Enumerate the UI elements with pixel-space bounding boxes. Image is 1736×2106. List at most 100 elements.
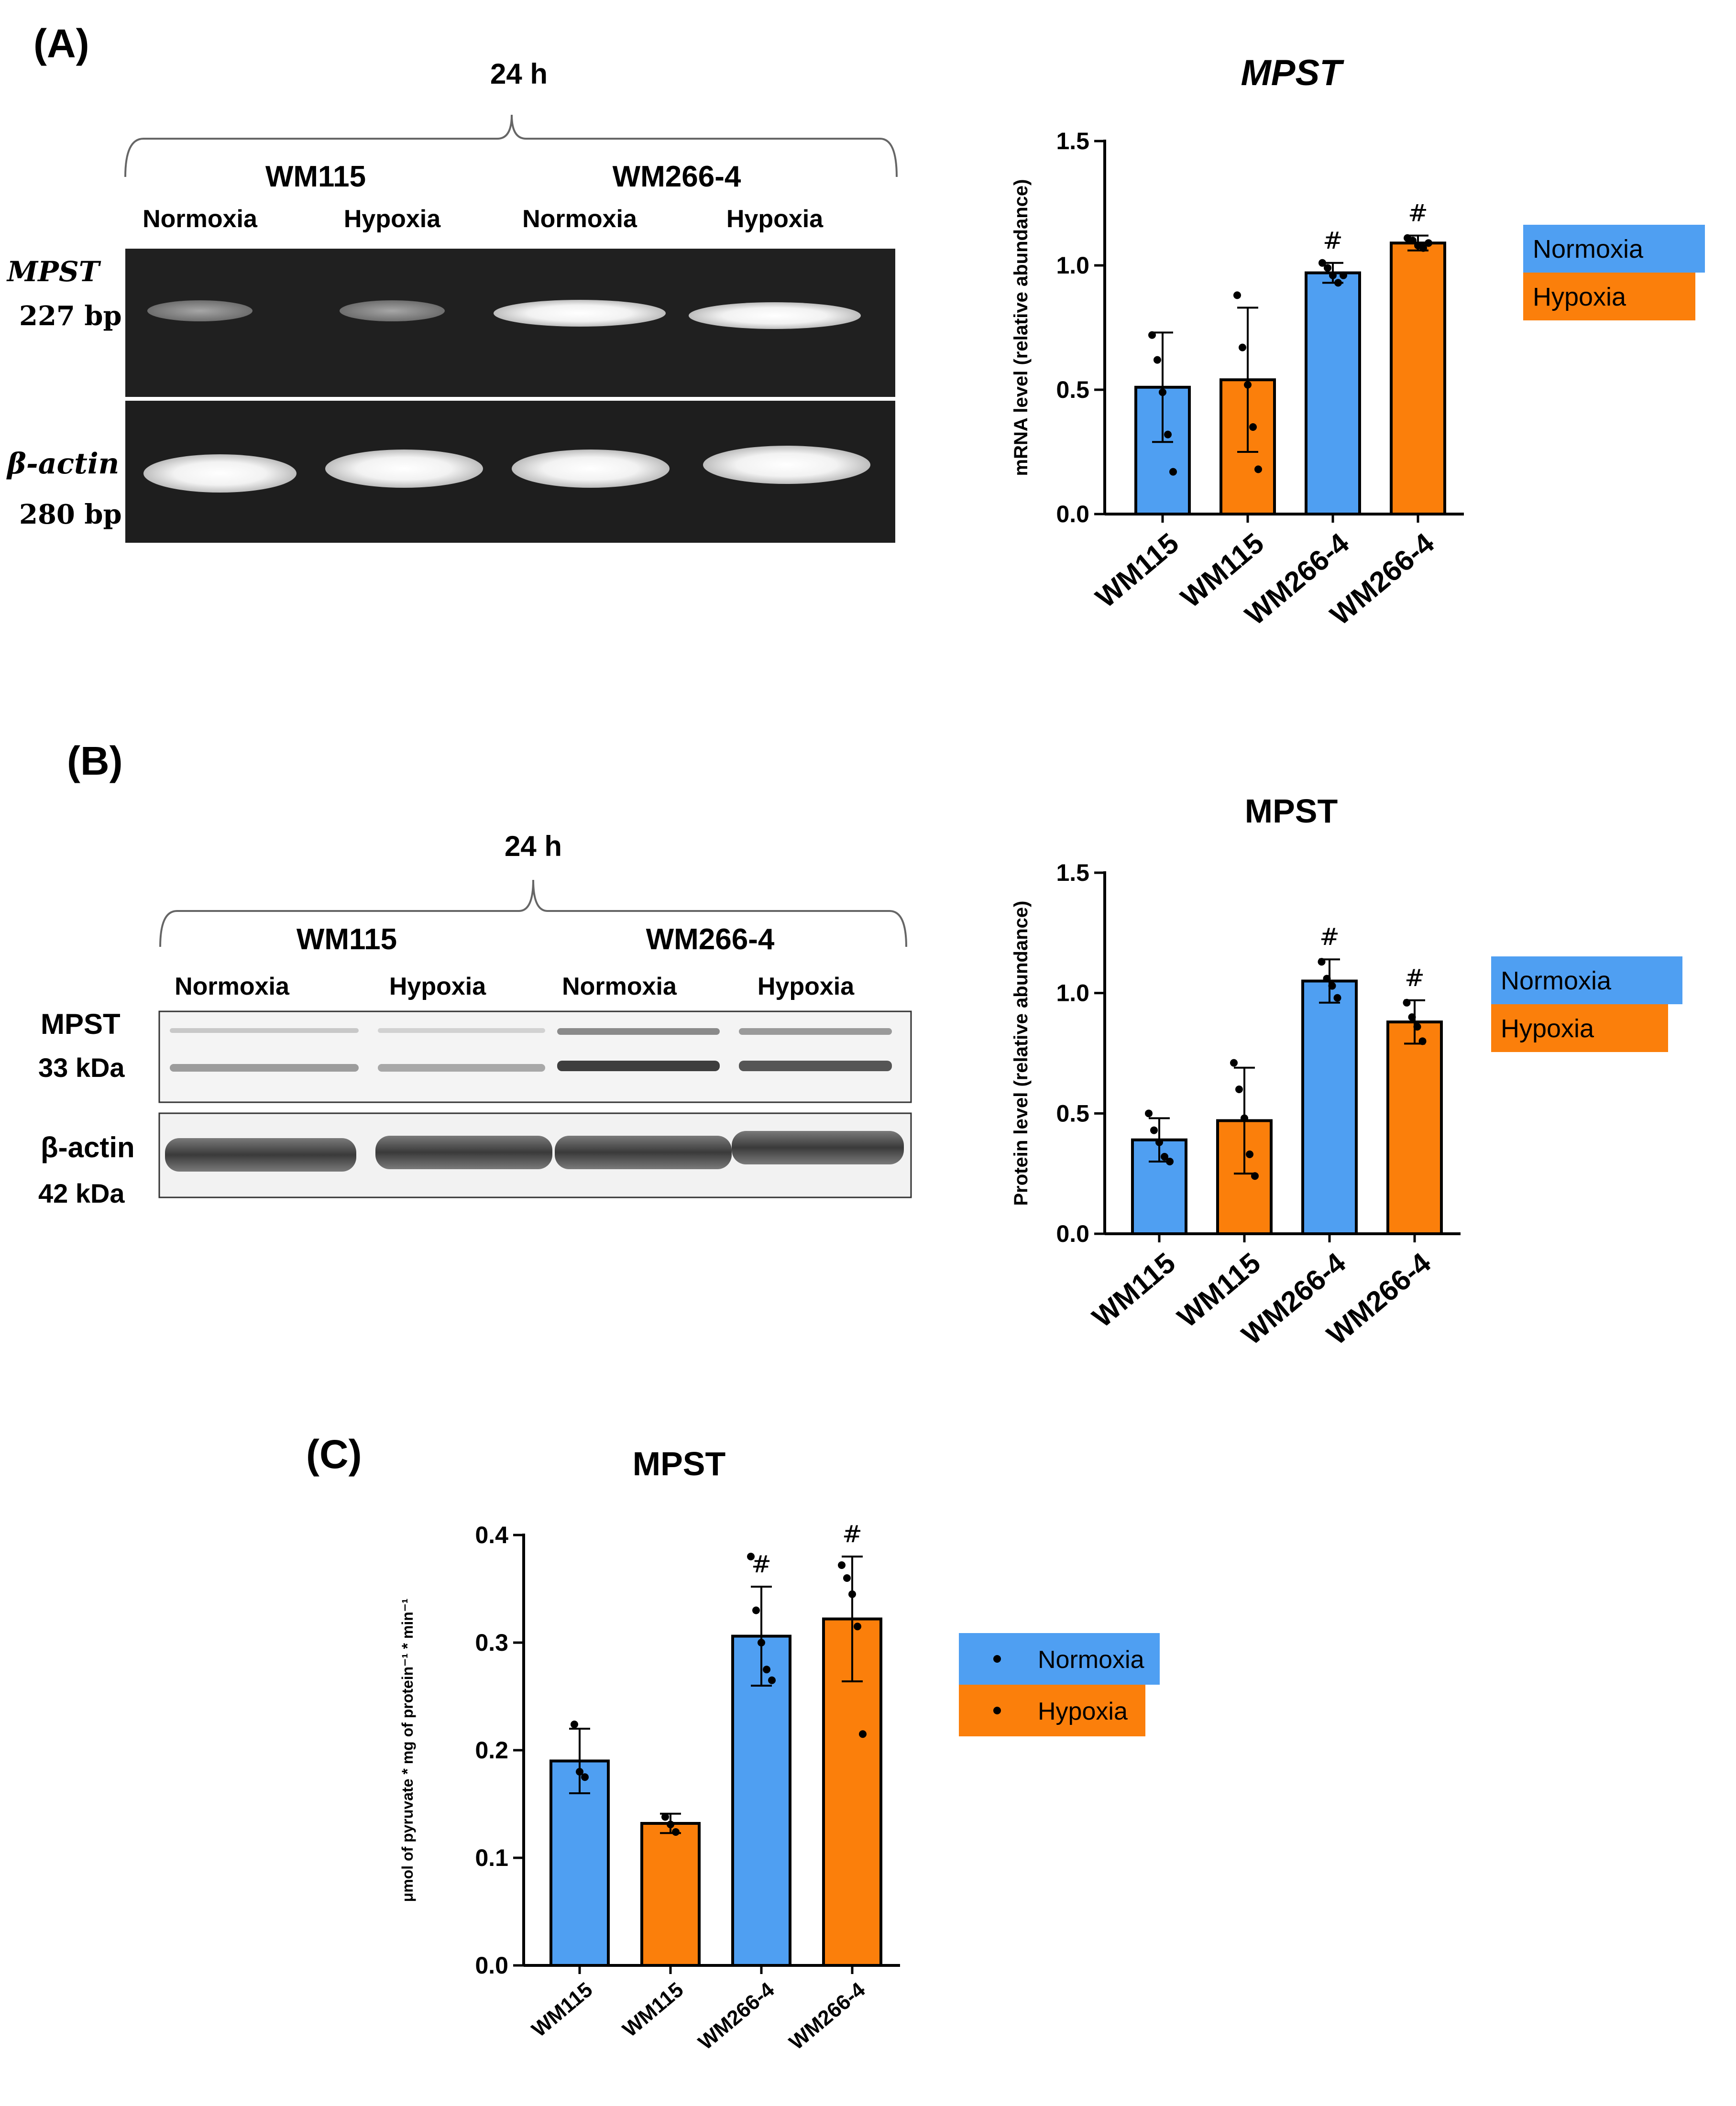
blot-band [555, 1136, 732, 1169]
legend-swatch [959, 1685, 1145, 1736]
y-tick-label: 0.0 [475, 1952, 508, 1979]
significance-marker: # [1319, 923, 1340, 951]
condition-label: Hypoxia [758, 973, 855, 1000]
control-size-label: 42 kDa [38, 1178, 125, 1208]
data-point [1155, 1138, 1163, 1146]
y-tick-label: 1.5 [1056, 128, 1089, 154]
legend-swatch [1523, 225, 1705, 273]
data-point [1409, 237, 1417, 244]
chart-mrna: MPST mRNA level (relative abundance) WM115… [1011, 53, 1705, 631]
data-point [1318, 259, 1326, 267]
data-point [1148, 331, 1156, 339]
y-tick-label: 0.1 [475, 1844, 508, 1871]
condition-label: Normoxia [562, 973, 677, 1000]
data-point [1425, 239, 1432, 247]
data-point [752, 1606, 760, 1614]
blot-band [732, 1131, 904, 1164]
x-tick-label: WM115 [618, 1978, 688, 2041]
legend-label: Normoxia [1501, 966, 1612, 995]
data-point [667, 1821, 674, 1829]
data-point [1166, 1158, 1174, 1165]
data-point [838, 1561, 846, 1569]
x-tick-label: WM266-4 [694, 1978, 779, 2054]
cell-line-label: WM266-4 [613, 160, 741, 193]
y-tick-label: 0.5 [1056, 376, 1089, 403]
data-point [1418, 1037, 1427, 1045]
gel-band [689, 302, 861, 329]
data-point [1403, 998, 1411, 1007]
data-point [1254, 465, 1262, 473]
data-point [1340, 271, 1347, 279]
control-size-label: 280 bp [19, 499, 122, 530]
data-point [1419, 244, 1427, 252]
panel-b: (B) 24 h WM115 WM266-4 Normoxia Hypoxia … [38, 738, 912, 1208]
panel-b-label: (B) [67, 738, 123, 783]
data-point [1233, 291, 1241, 299]
gel-band [703, 446, 870, 484]
y-axis-label: mRNA level (relative abundance) [1011, 179, 1032, 476]
time-brace [124, 114, 898, 177]
data-point [1324, 264, 1331, 272]
condition-label: Hypoxia [726, 205, 824, 233]
data-point [843, 1574, 851, 1582]
significance-marker: # [1408, 199, 1428, 227]
chart-title: MPST [1241, 53, 1344, 93]
data-point [768, 1676, 776, 1684]
time-label: 24 h [505, 830, 562, 862]
data-point [1408, 1013, 1416, 1021]
blot-band [557, 1028, 720, 1035]
x-tick-label: WM115 [1089, 527, 1185, 614]
y-tick-label: 0.0 [1056, 1220, 1089, 1247]
protein-label: MPST [41, 1008, 121, 1040]
chart-activity: MPST μmol of pyruvate * mg of protein⁻¹ *… [399, 1445, 1160, 2054]
gel-band [325, 450, 483, 488]
significance-marker: # [1405, 964, 1425, 992]
data-point [1154, 356, 1161, 364]
legend-marker [993, 1655, 1001, 1663]
condition-label: Normoxia [522, 205, 637, 233]
significance-marker: # [842, 1520, 862, 1548]
gel-band [494, 300, 666, 327]
y-tick-label: 1.0 [1056, 980, 1089, 1007]
cell-line-label: WM266-4 [646, 923, 775, 956]
blot-band [375, 1136, 552, 1169]
condition-label: Hypoxia [389, 973, 486, 1000]
x-tick-label: WM115 [527, 1978, 597, 2041]
data-point [661, 1813, 669, 1821]
y-tick-label: 0.2 [475, 1737, 508, 1764]
legend-label: Hypoxia [1038, 1698, 1128, 1725]
gel-band [340, 300, 445, 321]
blot-band [378, 1028, 545, 1033]
condition-label: Hypoxia [344, 205, 441, 233]
data-point [1169, 468, 1177, 476]
data-point [571, 1721, 578, 1728]
blot-band [170, 1028, 359, 1033]
legend-label: Normoxia [1038, 1646, 1144, 1674]
y-tick-label: 0.3 [475, 1629, 508, 1656]
blot-band [165, 1138, 356, 1172]
bar [640, 1822, 701, 1967]
data-point [1413, 1023, 1421, 1031]
data-point [1246, 1150, 1253, 1158]
cell-line-label: WM115 [297, 923, 397, 956]
data-point [1150, 1126, 1158, 1134]
blot-band [557, 1061, 720, 1071]
y-axis-label: Protein level (relative abundance) [1011, 901, 1032, 1206]
legend-swatch [959, 1633, 1160, 1685]
data-point [576, 1768, 583, 1776]
blot-band [739, 1061, 892, 1071]
protein-size-label: 33 kDa [38, 1053, 125, 1083]
gel-band [147, 300, 253, 321]
legend-label: Hypoxia [1501, 1014, 1594, 1043]
x-tick-label: WM115 [1086, 1247, 1181, 1334]
y-tick-label: 1.0 [1056, 252, 1089, 279]
legend-swatch [1491, 1004, 1668, 1052]
condition-label: Normoxia [143, 205, 258, 233]
time-label: 24 h [490, 58, 548, 90]
y-tick-label: 0.5 [1056, 1100, 1089, 1127]
data-point [1161, 1152, 1168, 1161]
data-point [581, 1773, 589, 1781]
bar [1305, 271, 1361, 516]
chart-protein: MPST Protein level (relative abundance) WM… [1011, 792, 1682, 1351]
data-point [747, 1553, 755, 1560]
